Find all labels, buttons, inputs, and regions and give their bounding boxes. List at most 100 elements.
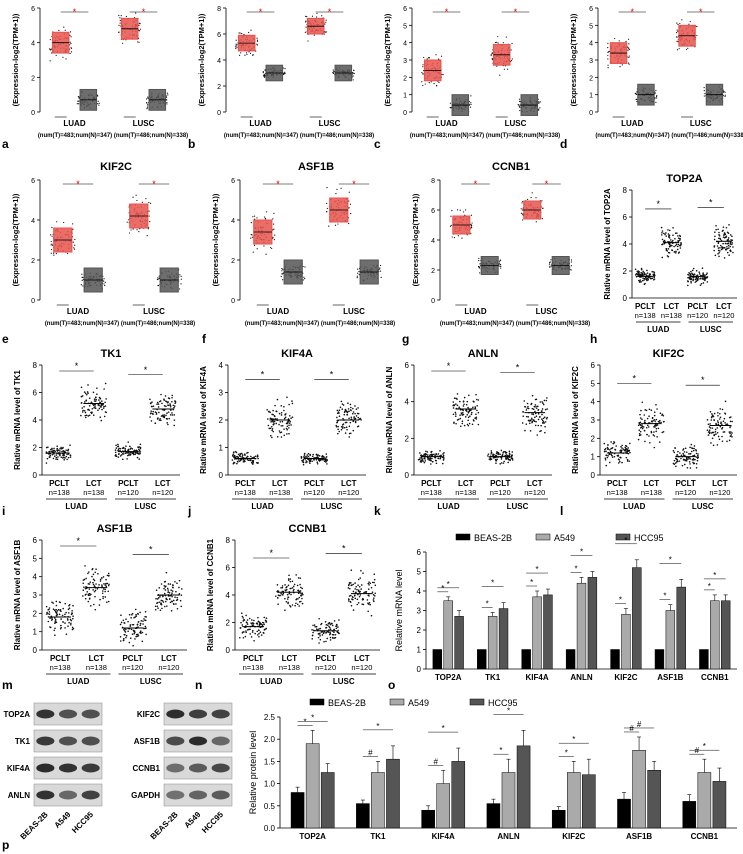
- data-point: [85, 414, 88, 417]
- data-point: [674, 447, 677, 449]
- data-point: [104, 596, 107, 598]
- data-point: [607, 46, 609, 49]
- data-point: [65, 58, 67, 60]
- data-point: [285, 588, 288, 591]
- data-point: [262, 72, 264, 74]
- data-point: [290, 587, 292, 590]
- data-point: [352, 429, 355, 432]
- data-point: [646, 277, 648, 279]
- data-point: [442, 74, 444, 76]
- data-point: [161, 607, 163, 610]
- data-point: [104, 590, 106, 593]
- sig-star: *: [259, 7, 263, 17]
- data-point: [165, 405, 167, 408]
- data-point: [55, 252, 57, 255]
- data-point: [541, 401, 543, 403]
- data-point: [421, 71, 423, 74]
- data-point: [125, 628, 127, 631]
- data-point: [731, 432, 733, 434]
- data-point: [373, 578, 376, 581]
- data-point: [443, 451, 445, 454]
- data-point: [280, 425, 283, 427]
- data-point: [62, 607, 64, 610]
- data-point: [660, 421, 662, 424]
- data-point: [497, 451, 500, 454]
- data-point: [535, 197, 537, 199]
- data-point: [502, 450, 505, 453]
- data-point: [719, 425, 722, 428]
- data-point: [232, 452, 235, 454]
- data-point: [419, 457, 421, 459]
- data-point: [521, 422, 524, 424]
- data-point: [614, 449, 617, 451]
- data-point: [722, 226, 725, 228]
- data-point: [527, 405, 529, 408]
- data-point: [91, 567, 94, 570]
- data-point: [370, 586, 373, 589]
- data-point: [312, 453, 314, 456]
- data-point: [469, 409, 471, 412]
- data-point: [335, 424, 338, 427]
- data-point: [518, 98, 521, 100]
- data-point: [274, 418, 277, 420]
- data-point: [338, 409, 341, 411]
- y-tick-label: 2: [231, 258, 235, 265]
- data-point: [374, 584, 377, 587]
- data-point: [244, 635, 247, 638]
- boxplot-asf1b: ASF1B0246(Expression-log2(TPM+1))*LUAD*L…: [211, 161, 395, 327]
- data-point: [732, 251, 734, 254]
- y-tick-label: 2: [31, 75, 35, 82]
- data-point: [56, 221, 58, 223]
- data-point: [132, 452, 135, 455]
- data-point: [341, 424, 344, 426]
- data-point: [233, 462, 236, 464]
- data-point: [49, 49, 51, 51]
- data-point: [453, 397, 456, 399]
- data-point: [707, 431, 710, 433]
- y-tick-label: 0: [589, 110, 593, 117]
- data-point: [124, 449, 126, 451]
- data-point: [725, 226, 728, 229]
- data-point: [99, 416, 102, 419]
- data-point: [173, 414, 176, 416]
- data-point: [315, 458, 318, 461]
- data-point: [87, 415, 90, 417]
- data-point: [276, 435, 279, 438]
- data-point: [472, 406, 474, 409]
- data-point: [115, 447, 118, 449]
- data-point: [304, 266, 306, 268]
- data-point: [570, 259, 573, 261]
- data-point: [80, 402, 83, 404]
- data-point: [433, 83, 435, 85]
- data-point: [49, 454, 52, 457]
- data-point: [364, 591, 367, 593]
- data-point: [603, 442, 606, 445]
- data-point: [546, 397, 548, 399]
- data-point: [262, 632, 265, 634]
- data-point: [696, 459, 699, 462]
- data-point: [47, 609, 49, 611]
- data-point: [272, 229, 274, 231]
- data-point: [430, 459, 432, 462]
- data-point: [123, 630, 126, 632]
- data-point: [303, 452, 306, 455]
- data-point: [672, 234, 674, 236]
- x-category-label: LCT: [354, 654, 370, 663]
- data-point: [703, 278, 705, 281]
- data-point: [654, 97, 656, 99]
- data-point: [545, 417, 548, 420]
- y-tick-label: 6: [623, 213, 628, 222]
- data-point: [646, 433, 648, 436]
- data-point: [74, 238, 76, 241]
- data-point: [146, 101, 148, 104]
- data-point: [626, 460, 629, 462]
- data-point: [274, 404, 276, 407]
- data-point: [104, 382, 107, 385]
- y-tick-label: 4: [431, 238, 435, 245]
- data-point: [538, 102, 540, 104]
- data-point: [56, 610, 59, 612]
- data-point: [122, 42, 124, 44]
- data-point: [628, 63, 630, 65]
- sig-star: *: [328, 7, 332, 17]
- data-point: [610, 453, 612, 456]
